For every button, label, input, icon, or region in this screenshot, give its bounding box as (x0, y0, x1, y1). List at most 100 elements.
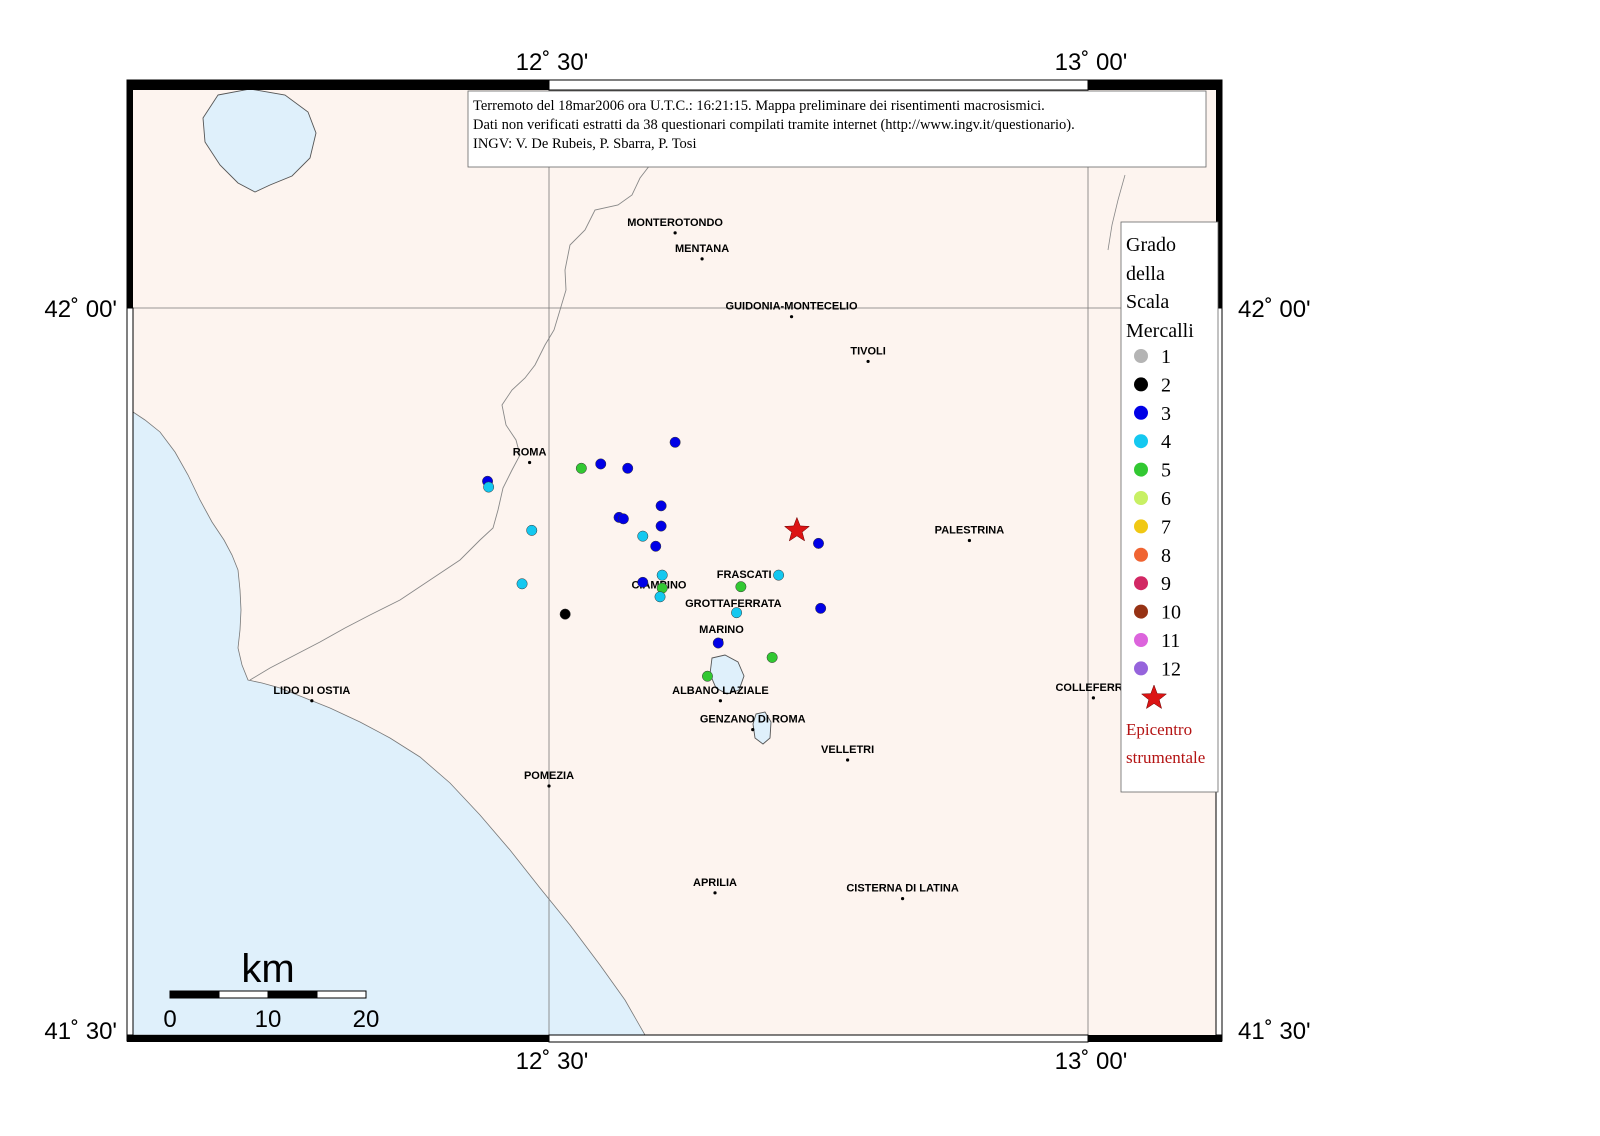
header-line-2: Dati non verificati estratti da 38 quest… (473, 117, 1075, 133)
city-dot-cisterna-di-latina (900, 896, 905, 901)
city-label-pomezia: POMEZIA (524, 770, 574, 782)
right-lat-label-1: 42˚ 00' (1238, 296, 1311, 323)
legend-swatch-6 (1134, 491, 1148, 505)
legend-label-9: 9 (1161, 573, 1171, 595)
legend-swatch-11 (1134, 633, 1148, 647)
intensity-point (656, 569, 668, 581)
scale-tick-20: 20 (353, 1006, 380, 1033)
legend-label-8: 8 (1161, 545, 1171, 567)
intensity-point (516, 578, 528, 590)
city-label-aprilia: APRILIA (693, 877, 737, 889)
legend-title-4: Mercalli (1126, 320, 1194, 342)
legend-title-3: Scala (1126, 291, 1169, 313)
city-dot-mentana (700, 257, 704, 261)
city-dot-albano-laziale (718, 699, 723, 703)
intensity-point (650, 540, 662, 552)
intensity-point (702, 670, 713, 682)
legend-label-1: 1 (1161, 346, 1171, 368)
city-label-albano-laziale: ALBANO LAZIALE (672, 685, 769, 697)
cities-layer: MONTEROTONDO MENTANA GUIDONIA-MONTECELIO TI… (273, 217, 1132, 901)
intensity-point (773, 569, 785, 581)
bottom-lon-label-1: 12˚ 30' (516, 1048, 589, 1075)
top-lon-label-2: 13˚ 00' (1055, 49, 1128, 76)
legend-swatch-3 (1134, 405, 1148, 420)
intensity-point (559, 608, 571, 620)
tyrrhenian-sea (133, 411, 646, 1035)
intensity-point (766, 651, 778, 663)
epicenter-layer (783, 516, 810, 542)
city-dot-guidonia-montecelio (789, 315, 794, 319)
intensity-point (483, 481, 495, 493)
aniene-river (1107, 174, 1126, 251)
header-box: Terremoto del 18mar2006 ora U.T.C.: 16:2… (467, 90, 1207, 168)
city-dot-tivoli (866, 359, 870, 364)
city-label-genzano-di-roma: GENZANO DI ROMA (700, 714, 806, 726)
city-label-frascati: FRASCATI (717, 569, 772, 581)
city-dot-monterotondo (673, 231, 677, 235)
intensity-point (712, 637, 724, 649)
bottom-lon-label-2: 13˚ 00' (1055, 1048, 1128, 1075)
legend-label-2: 2 (1161, 374, 1171, 396)
legend-swatch-12 (1134, 661, 1148, 676)
legend-title-2: della (1126, 263, 1165, 285)
legend-label-4: 4 (1161, 431, 1171, 453)
legend-swatch-1 (1134, 349, 1148, 363)
scale-unit: km (241, 947, 294, 991)
intensity-point (526, 524, 538, 536)
intensity-point (815, 602, 827, 614)
legend-swatch-8 (1134, 547, 1148, 562)
city-label-guidonia-montecelio: GUIDONIA-MONTECELIO (726, 301, 858, 313)
legend-label-7: 7 (1161, 516, 1171, 538)
intensity-point (617, 513, 629, 525)
legend-swatch-5 (1134, 462, 1148, 477)
lake-nemi (752, 711, 772, 745)
scale-tick-10: 10 (255, 1006, 282, 1033)
city-dot-roma (527, 460, 532, 465)
legend-label-12: 12 (1161, 658, 1181, 680)
city-label-colleferro: COLLEFERRO (1055, 682, 1131, 694)
intensity-point (595, 458, 607, 470)
intensity-point (735, 581, 747, 593)
legend-swatch-10 (1134, 604, 1148, 619)
intensity-point (813, 537, 824, 549)
legend-label-11: 11 (1161, 630, 1180, 652)
scale-bar: km 0 10 20 (163, 947, 379, 1033)
lake-bracciano (202, 90, 317, 193)
legend-title-1: Grado (1126, 234, 1176, 256)
intensity-point (669, 436, 681, 448)
intensity-point (655, 500, 667, 512)
intensity-point (654, 591, 666, 603)
legend: Grado della Scala Mercalli 1234567891011… (1120, 221, 1219, 793)
header-line-1: Terremoto del 18mar2006 ora U.T.C.: 16:2… (473, 98, 1045, 114)
city-label-grottaferrata: GROTTAFERRATA (685, 598, 782, 610)
header-line-3: INGV: V. De Rubeis, P. Sbarra, P. Tosi (473, 136, 696, 152)
city-label-roma: ROMA (513, 447, 547, 459)
intensity-point (731, 607, 743, 619)
legend-label-5: 5 (1161, 460, 1171, 482)
intensity-point (655, 520, 667, 532)
legend-swatch-4 (1134, 434, 1148, 449)
left-lat-label-1: 42˚ 00' (44, 296, 117, 323)
city-dot-palestrina (967, 538, 972, 543)
legend-label-10: 10 (1161, 602, 1181, 624)
city-label-palestrina: PALESTRINA (935, 524, 1005, 536)
legend-swatch-7 (1134, 519, 1148, 534)
top-lon-label-1: 12˚ 30' (516, 49, 589, 76)
city-label-monterotondo: MONTEROTONDO (627, 217, 723, 229)
legend-label-6: 6 (1161, 488, 1171, 510)
city-dot-genzano-di-roma (751, 728, 755, 732)
city-dot-pomezia (547, 784, 551, 788)
left-lat-label-2: 41˚ 30' (44, 1018, 117, 1045)
city-label-marino: MARINO (699, 624, 744, 636)
legend-label-3: 3 (1161, 403, 1171, 425)
city-label-lido-di-ostia: LIDO DI OSTIA (273, 685, 350, 697)
intensity-point (637, 576, 649, 588)
intensity-point (637, 530, 649, 542)
legend-swatch-2 (1134, 377, 1148, 392)
city-dot-colleferro (1091, 696, 1095, 700)
intensity-point (622, 462, 634, 474)
city-dot-velletri (846, 758, 850, 762)
legend-swatch-9 (1134, 576, 1148, 591)
tiber-river (249, 164, 651, 681)
intensity-points-layer (482, 436, 827, 682)
